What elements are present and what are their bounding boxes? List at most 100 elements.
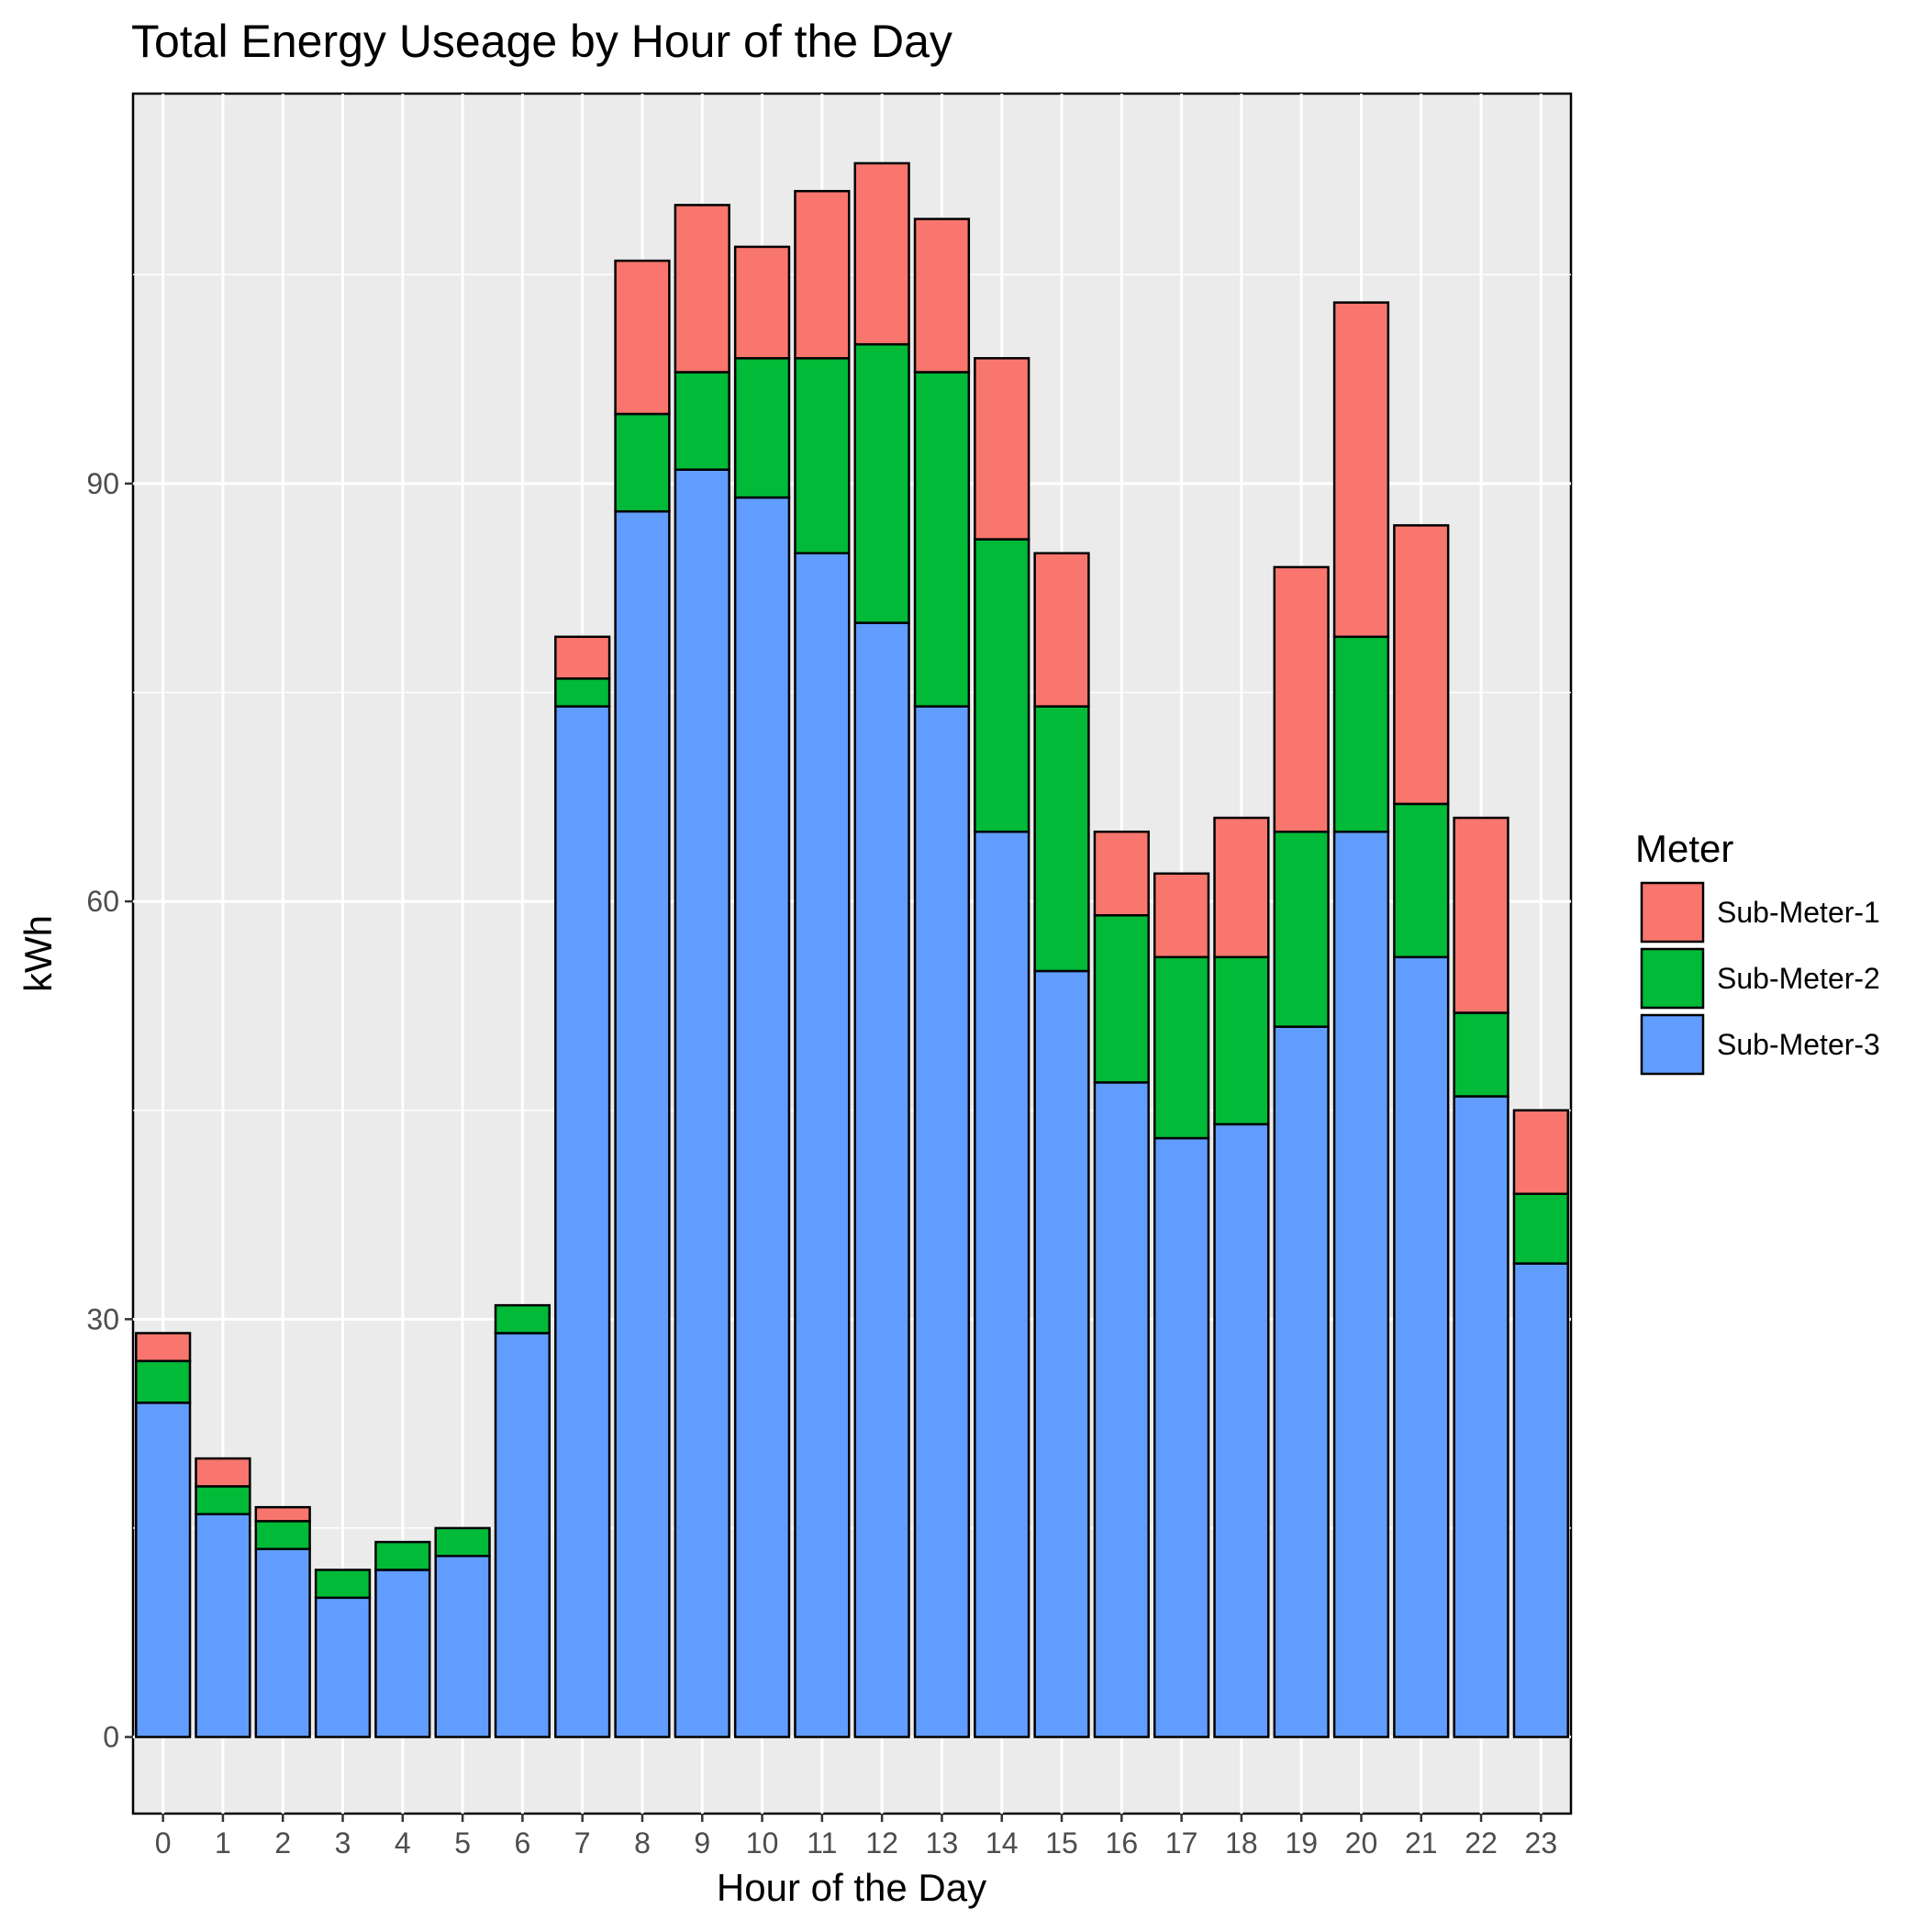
x-tick-label: 0 [155,1826,172,1859]
bar-sub-meter-1-hour-12 [853,162,910,346]
bar-sub-meter-2-hour-0 [135,1359,192,1404]
legend-key-sub-meter-1 [1640,881,1705,944]
bar-sub-meter-1-hour-18 [1213,816,1270,959]
bar-sub-meter-3-hour-14 [974,830,1030,1738]
bar-sub-meter-1-hour-1 [195,1457,251,1488]
bar-sub-meter-1-hour-17 [1153,872,1210,959]
bar-sub-meter-2-hour-13 [913,371,971,708]
x-tick-label: 8 [634,1826,651,1859]
legend-label: Sub-Meter-3 [1717,1028,1880,1061]
bar-sub-meter-1-hour-10 [733,245,791,360]
bar-sub-meter-3-hour-2 [254,1547,311,1738]
bar-sub-meter-2-hour-14 [974,538,1030,833]
legend-key-sub-meter-2 [1640,947,1705,1010]
bar-sub-meter-2-hour-3 [314,1569,372,1600]
bar-sub-meter-3-hour-9 [674,468,730,1738]
y-tick-label: 30 [86,1302,119,1335]
x-tick-label: 5 [454,1826,471,1859]
bar-sub-meter-1-hour-11 [794,189,851,360]
bar-sub-meter-2-hour-21 [1393,802,1450,959]
bar-sub-meter-2-hour-20 [1332,635,1390,833]
bar-sub-meter-2-hour-19 [1273,830,1330,1028]
bar-sub-meter-3-hour-22 [1453,1095,1509,1738]
bar-sub-meter-1-hour-13 [913,218,971,374]
x-tick-label: 6 [514,1826,530,1859]
x-tick-label: 19 [1285,1826,1318,1859]
y-axis-title: kWh [17,915,60,992]
bar-sub-meter-1-hour-15 [1033,552,1090,708]
x-tick-label: 1 [215,1826,231,1859]
bar-sub-meter-1-hour-2 [254,1505,311,1523]
bar-sub-meter-3-hour-20 [1332,830,1390,1738]
bar-sub-meter-3-hour-23 [1512,1262,1569,1738]
bar-sub-meter-3-hour-16 [1093,1081,1150,1738]
x-tick-label: 15 [1045,1826,1078,1859]
y-tick-label: 60 [86,885,119,918]
bar-sub-meter-2-hour-2 [254,1520,311,1550]
x-tick-label: 17 [1165,1826,1198,1859]
bar-sub-meter-1-hour-14 [974,357,1030,541]
bar-sub-meter-3-hour-8 [614,509,671,1738]
plot-panel [131,92,1573,1815]
legend-label: Sub-Meter-2 [1717,962,1880,995]
bar-sub-meter-2-hour-22 [1453,1011,1509,1098]
bar-sub-meter-3-hour-21 [1393,955,1450,1738]
legend: Meter Sub-Meter-1 Sub-Meter-2 Sub-Meter-3 [1635,827,1880,1076]
x-tick-label: 16 [1106,1826,1139,1859]
bar-sub-meter-2-hour-9 [674,371,730,471]
bar-sub-meter-2-hour-17 [1153,955,1210,1140]
bar-sub-meter-3-hour-10 [733,496,791,1738]
x-axis-title: Hour of the Day [717,1866,986,1909]
bar-sub-meter-1-hour-16 [1093,830,1150,917]
bar-sub-meter-2-hour-23 [1512,1192,1569,1265]
bar-sub-meter-2-hour-1 [195,1485,251,1516]
y-axis: 0 30 60 90 [86,467,133,1754]
bar-sub-meter-2-hour-7 [554,677,611,708]
x-tick-label: 12 [865,1826,898,1859]
bar-sub-meter-1-hour-19 [1273,565,1330,833]
x-tick-label: 9 [694,1826,710,1859]
bar-sub-meter-3-hour-15 [1033,969,1090,1738]
bar-sub-meter-1-hour-22 [1453,816,1509,1014]
x-tick-label: 13 [926,1826,959,1859]
x-tick-label: 20 [1345,1826,1378,1859]
x-tick-label: 21 [1405,1826,1438,1859]
bar-sub-meter-3-hour-19 [1273,1025,1330,1738]
bar-sub-meter-3-hour-7 [554,705,611,1738]
bar-sub-meter-3-hour-17 [1153,1136,1210,1738]
bar-sub-meter-3-hour-5 [434,1555,491,1738]
legend-label: Sub-Meter-1 [1717,896,1880,929]
bar-sub-meter-2-hour-4 [374,1540,431,1571]
legend-title: Meter [1635,827,1733,870]
bar-sub-meter-3-hour-0 [135,1402,192,1738]
bar-sub-meter-3-hour-18 [1213,1122,1270,1738]
x-tick-label: 10 [746,1826,779,1859]
bar-sub-meter-3-hour-6 [494,1332,551,1738]
bar-sub-meter-2-hour-15 [1033,705,1090,973]
chart-title: Total Energy Useage by Hour of the Day [131,16,952,67]
bar-sub-meter-2-hour-11 [794,357,851,554]
x-tick-label: 7 [574,1826,591,1859]
bar-sub-meter-3-hour-4 [374,1569,431,1738]
bar-sub-meter-1-hour-21 [1393,524,1450,806]
bar-sub-meter-3-hour-1 [195,1513,251,1738]
x-tick-label: 22 [1465,1826,1498,1859]
legend-key-sub-meter-3 [1640,1013,1705,1076]
bar-sub-meter-3-hour-11 [794,552,851,1738]
bar-sub-meter-2-hour-8 [614,412,671,513]
bar-sub-meter-2-hour-10 [733,357,791,499]
bar-sub-meter-3-hour-13 [913,705,971,1738]
x-tick-label: 14 [986,1826,1019,1859]
bar-sub-meter-1-hour-0 [135,1332,192,1363]
bar-sub-meter-1-hour-23 [1512,1109,1569,1196]
bar-sub-meter-1-hour-7 [554,635,611,680]
x-tick-label: 18 [1225,1826,1258,1859]
bar-sub-meter-1-hour-20 [1332,301,1390,639]
bars [135,162,1569,1738]
bar-sub-meter-1-hour-9 [674,204,730,374]
bar-sub-meter-1-hour-8 [614,259,671,416]
y-tick-label: 0 [103,1721,119,1754]
bar-sub-meter-3-hour-3 [314,1596,372,1738]
x-axis: 0 1 2 3 4 5 6 7 8 9 10 11 12 13 14 15 16 17 18 19 20 21 22 23 [155,1814,1557,1859]
